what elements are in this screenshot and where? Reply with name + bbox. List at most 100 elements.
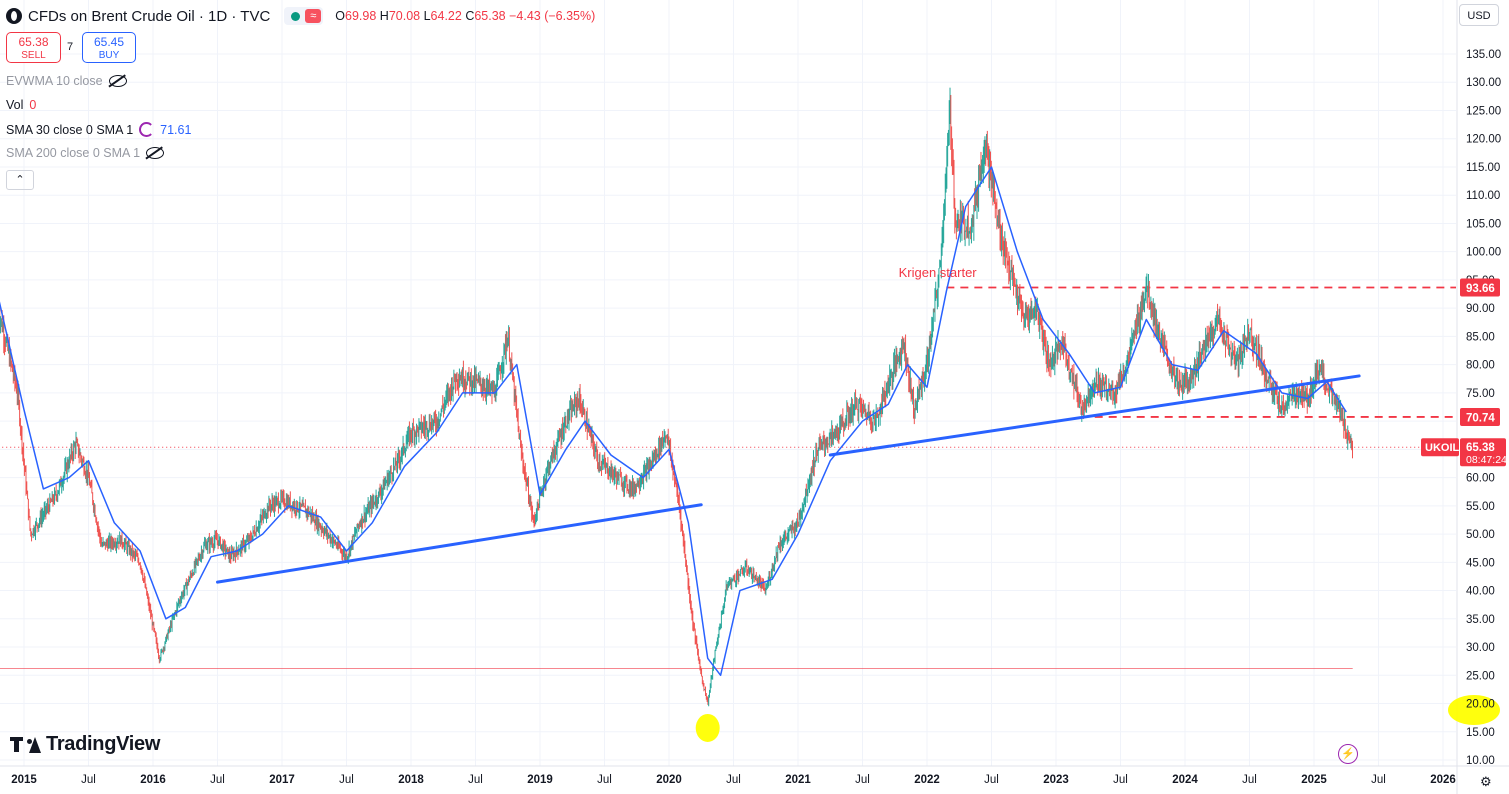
x-tick-label: Jul xyxy=(855,774,870,786)
eye-hidden-icon[interactable] xyxy=(108,75,127,87)
trendline[interactable] xyxy=(828,374,1361,457)
x-tick-label: 2018 xyxy=(398,774,424,786)
x-tick-label: Jul xyxy=(468,774,483,786)
current-price-tag-bg xyxy=(1460,438,1506,467)
indicator-sma30-label: SMA 30 close 0 SMA 1 xyxy=(6,122,134,137)
axis-price-tag: 93.66 xyxy=(1466,283,1495,295)
x-tick-label: 2021 xyxy=(785,774,811,786)
indicator-sma30[interactable]: SMA 30 close 0 SMA 1 71.61 xyxy=(6,122,191,137)
refresh-icon[interactable] xyxy=(139,122,155,137)
x-tick-label: 2023 xyxy=(1043,774,1069,786)
x-tick-label: Jul xyxy=(726,774,741,786)
y-tick-label: 20.00 xyxy=(1466,699,1495,711)
high-value: 70.08 xyxy=(388,9,421,23)
x-tick-label: 2025 xyxy=(1301,774,1327,786)
annotation-krigen-starter[interactable]: Krigen starter xyxy=(899,265,978,280)
y-tick-label: 15.00 xyxy=(1466,727,1495,739)
y-tick-label: 90.00 xyxy=(1466,303,1495,315)
indicator-sma30-value: 71.61 xyxy=(160,122,192,137)
sell-button[interactable]: 65.38 SELL xyxy=(6,32,61,63)
y-tick-label: 10.00 xyxy=(1466,755,1495,767)
lightning-icon[interactable]: ⚡ xyxy=(1338,744,1358,764)
x-tick-label: Jul xyxy=(1242,774,1257,786)
y-tick-label: 25.00 xyxy=(1466,670,1495,682)
y-tick-label: 115.00 xyxy=(1466,162,1500,174)
sell-price: 65.38 xyxy=(18,35,49,49)
current-price-tag: 65.38 xyxy=(1466,442,1495,454)
indicator-sma200-label: SMA 200 close 0 SMA 1 xyxy=(6,146,141,160)
y-tick-label: 35.00 xyxy=(1466,614,1495,626)
low-value: 64.22 xyxy=(430,9,462,23)
highlight-marks xyxy=(695,694,1500,742)
y-tick-label: 130.00 xyxy=(1466,77,1501,89)
x-tick-label: Jul xyxy=(984,774,999,786)
y-tick-label: 125.00 xyxy=(1466,105,1501,117)
x-tick-label: Jul xyxy=(1371,774,1386,786)
y-tick-label: 30.00 xyxy=(1466,642,1495,654)
change-value: −4.43 (−6.35%) xyxy=(509,9,596,23)
x-tick-label: Jul xyxy=(210,774,225,786)
time-axis[interactable]: 2015 Jul 2016 Jul 2017 Jul 2018 Jul 2019 Jul 2020 J… xyxy=(11,774,1456,786)
x-tick-label: Jul xyxy=(81,774,96,786)
indicator-vol-label: Vol xyxy=(6,98,24,112)
x-tick-label: 2022 xyxy=(914,774,940,786)
indicator-vol-value: 0 xyxy=(29,98,37,112)
x-tick-label: 2024 xyxy=(1172,774,1198,786)
collapse-legend-button[interactable]: ⌃ xyxy=(6,170,34,190)
y-tick-label: 80.00 xyxy=(1466,360,1495,372)
currency-selector[interactable]: USD xyxy=(1459,4,1499,26)
y-tick-label: 40.00 xyxy=(1466,586,1495,598)
y-tick-label: 60.00 xyxy=(1466,473,1495,485)
open-value: 69.98 xyxy=(345,9,377,23)
y-tick-label: 50.00 xyxy=(1466,529,1495,541)
annotations[interactable]: Krigen starter xyxy=(899,265,978,280)
trendline[interactable] xyxy=(216,503,703,584)
y-tick-label: 75.00 xyxy=(1466,388,1495,400)
indicator-evwma[interactable]: EVWMA 10 close xyxy=(6,74,127,88)
indicator-vol[interactable]: Vol 0 xyxy=(6,98,36,112)
settings-gear-icon[interactable]: ⚙ xyxy=(1480,774,1492,789)
y-tick-label: 85.00 xyxy=(1466,331,1495,343)
countdown-timer: 08:47:24 xyxy=(1466,454,1507,466)
grid xyxy=(0,0,1456,766)
y-tick-label: 55.00 xyxy=(1466,501,1495,513)
x-tick-label: 2016 xyxy=(140,774,166,786)
x-tick-label: 2017 xyxy=(269,774,295,786)
axis-price-tag-bg xyxy=(1460,278,1500,297)
x-tick-label: 2019 xyxy=(527,774,553,786)
symbol-tag: UKOIL xyxy=(1425,442,1460,454)
axis-price-tag-bg xyxy=(1460,407,1500,426)
x-tick-label: Jul xyxy=(339,774,354,786)
close-value: 65.38 xyxy=(474,9,506,23)
buy-button[interactable]: 65.45 BUY xyxy=(82,32,136,63)
indicator-evwma-label: EVWMA 10 close xyxy=(6,74,103,88)
y-tick-label: 105.00 xyxy=(1466,218,1501,230)
ohlc-values: O69.98 H70.08 L64.22 C65.38 −4.43 (−6.35… xyxy=(335,9,596,23)
x-tick-label: Jul xyxy=(597,774,612,786)
highlight-mark xyxy=(695,713,720,742)
axis-price-tag: 70.74 xyxy=(1466,412,1495,424)
sma30-line xyxy=(0,166,1347,677)
x-tick-label: Jul xyxy=(1113,774,1128,786)
buy-label: BUY xyxy=(98,50,120,61)
symbol-title[interactable]: CFDs on Brent Crude Oil · 1D · TVC xyxy=(28,7,271,25)
eye-hidden-icon[interactable] xyxy=(146,147,165,159)
price-series xyxy=(0,87,1354,707)
x-tick-label: 2020 xyxy=(656,774,682,786)
market-status[interactable]: ≈ xyxy=(284,7,324,25)
brand-name: TradingView xyxy=(46,733,161,755)
x-tick-label: 2026 xyxy=(1430,774,1456,786)
sell-label: SELL xyxy=(21,50,46,61)
tradingview-logo-icon xyxy=(10,736,41,753)
highlight-mark xyxy=(1448,694,1500,725)
buy-price: 65.45 xyxy=(93,35,125,49)
trendlines[interactable] xyxy=(216,374,1361,584)
symbol-header: CFDs on Brent Crude Oil · 1D · TVC ≈ O69… xyxy=(6,6,595,26)
market-open-dot-icon xyxy=(291,11,301,21)
symbol-logo-icon xyxy=(6,8,22,24)
indicator-sma200[interactable]: SMA 200 close 0 SMA 1 xyxy=(6,146,165,160)
y-tick-label: 45.00 xyxy=(1466,557,1495,569)
tradingview-logo[interactable]: TradingView xyxy=(10,733,160,756)
